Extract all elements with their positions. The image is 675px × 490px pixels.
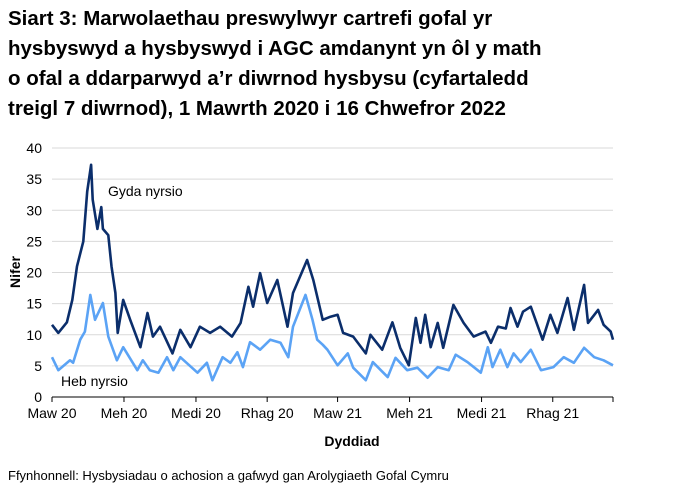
y-tick-label: 15 (26, 296, 42, 312)
x-tick-label: Maw 21 (313, 405, 362, 421)
x-tick-label: Meh 21 (386, 405, 433, 421)
x-axis-label: Dyddiad (324, 433, 379, 449)
y-tick-label: 30 (26, 202, 42, 218)
gridlines (52, 147, 613, 367)
y-tick-label: 5 (34, 358, 42, 374)
series-lines (50, 163, 615, 382)
x-axis: Maw 20 Meh 20 Medi 20 Rhag 20 Maw 21 Meh 21 Me… (27, 396, 614, 421)
x-tick-label: Rhag 21 (526, 405, 579, 421)
y-tick-label: 20 (26, 265, 42, 281)
y-axis: 0 5 10 15 20 25 30 35 40 (26, 140, 42, 405)
source-note: Ffynhonnell: Hysbysiadau o achosion a ga… (8, 468, 449, 483)
x-tick-label: Medi 20 (171, 405, 221, 421)
chart-title: Siart 3: Marwolaethau preswylwyr cartref… (8, 7, 542, 120)
series-line-gyda-nyrsio (50, 163, 615, 367)
y-axis-label: Nifer (7, 256, 23, 288)
y-tick-label: 10 (26, 327, 42, 343)
y-tick-label: 40 (26, 140, 42, 156)
y-tick-label: 0 (34, 389, 42, 405)
x-tick-label: Meh 20 (101, 405, 148, 421)
y-tick-label: 35 (26, 171, 42, 187)
series-line-heb-nyrsio (50, 293, 614, 382)
series-label-heb-nyrsio: Heb nyrsio (61, 373, 128, 389)
x-tick-label: Maw 20 (27, 405, 76, 421)
series-label-gyda-nyrsio: Gyda nyrsio (108, 183, 183, 199)
y-tick-label: 25 (26, 233, 42, 249)
x-tick-label: Rhag 20 (241, 405, 294, 421)
x-tick-label: Medi 21 (457, 405, 507, 421)
